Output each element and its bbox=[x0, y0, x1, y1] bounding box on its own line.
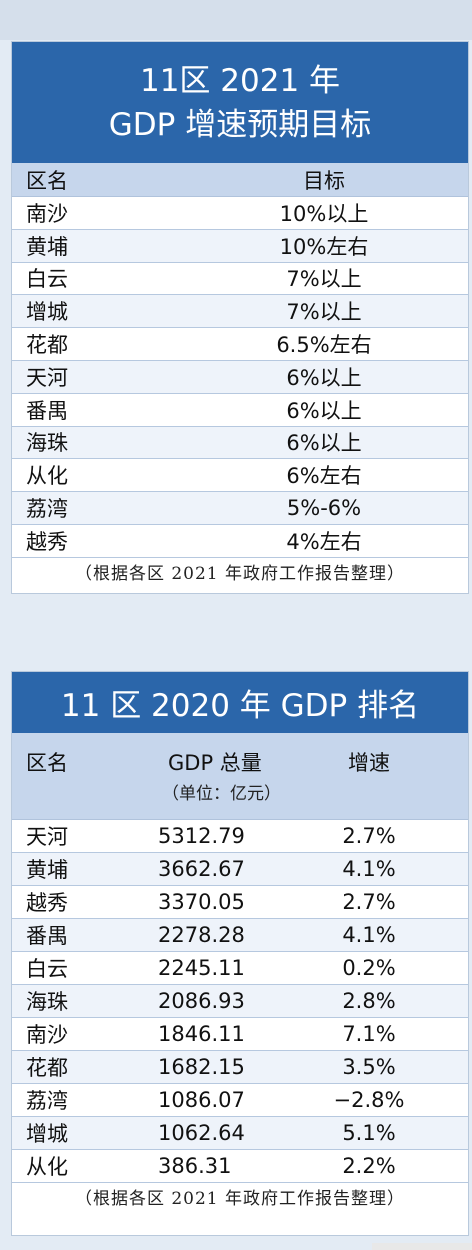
gdp-cell: 2086.93 bbox=[158, 989, 245, 1013]
district-cell: 南沙 bbox=[26, 1023, 68, 1047]
district-cell: 花都 bbox=[26, 333, 68, 358]
district-cell: 天河 bbox=[26, 825, 68, 849]
table-row: 荔湾 1086.07 −2.8% bbox=[12, 1084, 468, 1117]
district-cell: 白云 bbox=[26, 267, 68, 292]
district-cell: 海珠 bbox=[26, 431, 68, 456]
table-row: 花都 1682.15 3.5% bbox=[12, 1051, 468, 1084]
header-target: 目标 bbox=[303, 168, 345, 193]
rate-cell: 5.1% bbox=[342, 1121, 396, 1145]
table-row: 增城 7%以上 bbox=[12, 295, 468, 329]
district-cell: 海珠 bbox=[26, 990, 68, 1014]
rate-cell: 0.2% bbox=[342, 956, 396, 980]
table1-title: 11区 2021 年 GDP 增速预期目标 bbox=[12, 42, 468, 163]
district-cell: 南沙 bbox=[26, 201, 68, 226]
target-cell: 7%以上 bbox=[286, 300, 362, 325]
target-cell: 7%以上 bbox=[286, 267, 362, 292]
gdp-cell: 1086.07 bbox=[158, 1088, 245, 1112]
target-cell: 10%左右 bbox=[279, 234, 369, 259]
gdp-cell: 1682.15 bbox=[158, 1055, 245, 1079]
rate-cell: 2.7% bbox=[342, 890, 396, 914]
table-row: 番禺 2278.28 4.1% bbox=[12, 919, 468, 952]
district-cell: 白云 bbox=[26, 957, 68, 981]
rate-cell: 3.5% bbox=[342, 1055, 396, 1079]
rate-cell: 2.7% bbox=[342, 824, 396, 848]
gdp-ranking-table: 11 区 2020 年 GDP 排名 区名 GDP 总量 增速 （单位：亿元） … bbox=[11, 671, 469, 1236]
target-cell: 6%左右 bbox=[286, 464, 362, 489]
rate-cell: 4.1% bbox=[342, 857, 396, 881]
district-cell: 荔湾 bbox=[26, 1089, 68, 1113]
gdp-cell: 386.31 bbox=[158, 1154, 232, 1178]
table-row: 南沙 1846.11 7.1% bbox=[12, 1018, 468, 1051]
table1-source-note: （根据各区 2021 年政府工作报告整理） bbox=[74, 563, 406, 584]
target-cell: 10%以上 bbox=[279, 201, 369, 226]
gdp-cell: 1846.11 bbox=[158, 1022, 245, 1046]
table-row: 白云 2245.11 0.2% bbox=[12, 952, 468, 985]
header-district: 区名 bbox=[26, 168, 68, 193]
table-row: 花都 6.5%左右 bbox=[12, 328, 468, 361]
table1-title-line2: GDP 增速预期目标 bbox=[108, 106, 372, 143]
gdp-cell: 2245.11 bbox=[158, 956, 245, 980]
district-cell: 黄埔 bbox=[26, 858, 68, 882]
district-cell: 荔湾 bbox=[26, 497, 68, 522]
top-band bbox=[0, 0, 472, 40]
table-row: 南沙 10%以上 bbox=[12, 197, 468, 230]
header-district: 区名 bbox=[26, 751, 68, 775]
gdp-cell: 1062.64 bbox=[158, 1121, 245, 1145]
target-cell: 4%左右 bbox=[286, 529, 362, 554]
table-row: 从化 386.31 2.2% bbox=[12, 1150, 468, 1183]
header-rate: 增速 bbox=[348, 751, 390, 775]
table-row: 从化 6%左右 bbox=[12, 459, 468, 493]
table2-header: 区名 GDP 总量 增速 （单位：亿元） bbox=[12, 733, 468, 820]
district-cell: 黄埔 bbox=[26, 234, 68, 259]
table2-body: 天河 5312.79 2.7% 黄埔 3662.67 4.1% 越秀 3370.05 2.7% 番… bbox=[12, 820, 468, 1183]
table-row: 黄埔 10%左右 bbox=[12, 229, 468, 263]
table-row: 番禺 6%以上 bbox=[12, 394, 468, 427]
table1-header: 区名 目标 bbox=[12, 163, 468, 197]
table-row: 越秀 4%左右 bbox=[12, 525, 468, 558]
header-gdp: GDP 总量 bbox=[168, 751, 262, 775]
table-row: 天河 6%以上 bbox=[12, 360, 468, 394]
table1-body: 南沙 10%以上 黄埔 10%左右 白云 7%以上 增城 7%以上 花都 6.5%左右 天河 6%以上… bbox=[12, 197, 468, 558]
target-cell: 6%以上 bbox=[286, 365, 362, 390]
table-row: 越秀 3370.05 2.7% bbox=[12, 886, 468, 919]
district-cell: 越秀 bbox=[26, 891, 68, 915]
gdp-cell: 3370.05 bbox=[158, 890, 245, 914]
district-cell: 番禺 bbox=[26, 398, 68, 423]
table-row: 白云 7%以上 bbox=[12, 263, 468, 296]
rate-cell: 2.8% bbox=[342, 989, 396, 1013]
gdp-cell: 3662.67 bbox=[158, 857, 245, 881]
gdp-cell: 5312.79 bbox=[158, 824, 245, 848]
table-row: 荔湾 5%-6% bbox=[12, 492, 468, 525]
target-cell: 6.5%左右 bbox=[276, 333, 372, 358]
rate-cell: 2.2% bbox=[342, 1154, 396, 1178]
rate-cell: 4.1% bbox=[342, 923, 396, 947]
district-cell: 从化 bbox=[26, 464, 68, 489]
target-cell: 5%-6% bbox=[286, 496, 362, 521]
table-row: 海珠 2086.93 2.8% bbox=[12, 985, 468, 1018]
header-unit: （单位：亿元） bbox=[162, 784, 281, 804]
table-row: 黄埔 3662.67 4.1% bbox=[12, 853, 468, 886]
table-row: 海珠 6%以上 bbox=[12, 426, 468, 460]
table2-title: 11 区 2020 年 GDP 排名 bbox=[12, 672, 468, 733]
district-cell: 番禺 bbox=[26, 924, 68, 948]
district-cell: 天河 bbox=[26, 365, 68, 390]
district-cell: 增城 bbox=[26, 1122, 68, 1146]
district-cell: 花都 bbox=[26, 1056, 68, 1080]
rate-cell: 7.1% bbox=[342, 1022, 396, 1046]
table-row: 天河 5312.79 2.7% bbox=[12, 820, 468, 853]
rate-cell: −2.8% bbox=[333, 1088, 405, 1112]
target-cell: 6%以上 bbox=[286, 398, 362, 423]
table-row: 增城 1062.64 5.1% bbox=[12, 1117, 468, 1150]
gdp-cell: 2278.28 bbox=[158, 923, 245, 947]
target-cell: 6%以上 bbox=[286, 431, 362, 456]
district-cell: 越秀 bbox=[26, 529, 68, 554]
district-cell: 从化 bbox=[26, 1155, 68, 1179]
scroll-indicator bbox=[372, 1243, 472, 1250]
table1-title-line1: 11区 2021 年 bbox=[139, 62, 341, 99]
district-cell: 增城 bbox=[26, 300, 68, 325]
gdp-target-table: 11区 2021 年 GDP 增速预期目标 区名 目标 南沙 10%以上黄埔 10%… bbox=[11, 41, 469, 594]
table2-source-note: （根据各区 2021 年政府工作报告整理） bbox=[74, 1189, 406, 1209]
